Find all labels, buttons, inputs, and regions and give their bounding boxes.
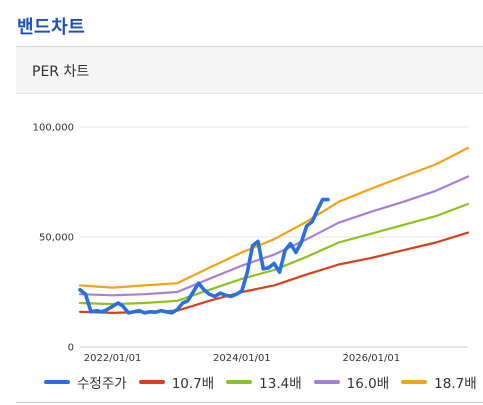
legend-swatch — [313, 380, 340, 384]
legend-label: 수정주가 — [77, 376, 127, 392]
series-line-band-2 — [78, 202, 470, 306]
chart-panel: PER 차트 — [16, 46, 483, 403]
legend-swatch — [401, 380, 428, 384]
x-tick-label: 2022/01/01 — [84, 353, 142, 364]
chart-series — [78, 146, 470, 315]
y-tick-label: 0 — [68, 343, 74, 354]
legend-item[interactable]: 18.7배 — [401, 372, 477, 392]
y-tick-label: 50,000 — [39, 233, 74, 244]
x-tick-label: 2024/01/01 — [213, 353, 271, 364]
page-title: 밴드차트 — [17, 17, 86, 38]
panel-header: PER 차트 — [16, 47, 483, 94]
series-line-band-1 — [78, 231, 470, 314]
chart-grid — [80, 126, 468, 348]
series-line-band-3 — [78, 175, 470, 297]
legend-item[interactable]: 수정주가 — [44, 372, 127, 392]
legend-swatch — [44, 380, 70, 384]
y-tick-label: 100,000 — [33, 123, 74, 134]
legend-label: 13.4배 — [259, 376, 302, 392]
legend-label: 10.7배 — [171, 376, 215, 392]
legend-swatch — [138, 380, 165, 384]
legend-item[interactable]: 10.7배 — [138, 372, 215, 392]
legend-swatch — [226, 380, 253, 384]
chart-legend: 수정주가 10.7배 13.4배 16.0배 18.7배 — [44, 372, 483, 392]
chart-axis-labels: 0 50,000 100,000 2022/01/01 2024/01/01 2026/0… — [33, 123, 400, 365]
x-tick-label: 2026/01/01 — [342, 353, 400, 364]
legend-item[interactable]: 16.0배 — [313, 372, 390, 392]
panel-title: PER 차트 — [32, 64, 90, 80]
series-line-band-4 — [78, 146, 470, 289]
legend-item[interactable]: 13.4배 — [226, 372, 302, 392]
series-line-price — [78, 197, 330, 315]
legend-label: 18.7배 — [434, 376, 477, 392]
legend-label: 16.0배 — [346, 376, 390, 392]
